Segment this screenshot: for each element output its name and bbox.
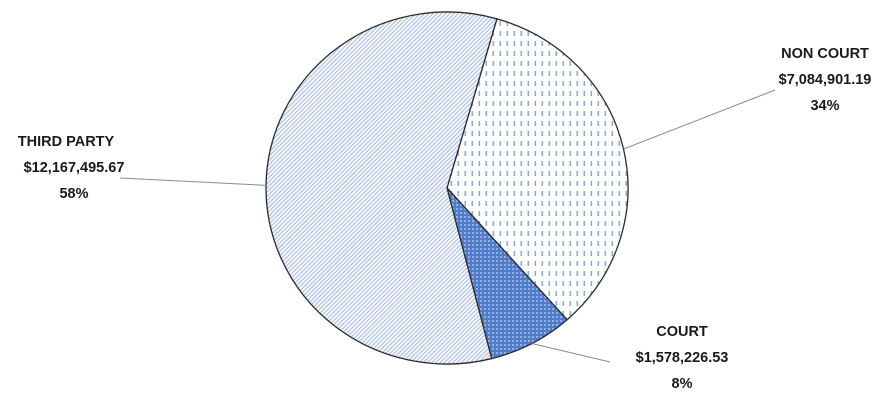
slice-amount-third-party: $12,167,495.67 <box>24 160 125 176</box>
slice-percent-non-court: 34% <box>810 98 839 114</box>
slice-amount-non-court: $7,084,901.19 <box>779 72 872 88</box>
slice-percent-court: 8% <box>672 376 693 392</box>
label-court: COURT $1,578,226.53 8% <box>636 324 729 392</box>
leader-lines <box>119 89 776 363</box>
leader-line-non-court <box>623 89 776 150</box>
pie-slices <box>265 11 629 365</box>
slice-label-third-party: THIRD PARTY <box>18 134 115 150</box>
label-third-party: THIRD PARTY $12,167,495.67 58% <box>18 134 125 202</box>
pie-slice-third-party <box>265 11 498 365</box>
leader-line-court <box>531 343 611 363</box>
pie-slice-non-court <box>446 18 629 321</box>
label-non-court: NON COURT $7,084,901.19 34% <box>779 46 872 114</box>
slice-percent-third-party: 58% <box>59 186 88 202</box>
slice-amount-court: $1,578,226.53 <box>636 350 729 366</box>
slice-label-court: COURT <box>656 324 708 340</box>
leader-line-third-party <box>119 177 267 186</box>
slice-label-non-court: NON COURT <box>781 46 869 62</box>
